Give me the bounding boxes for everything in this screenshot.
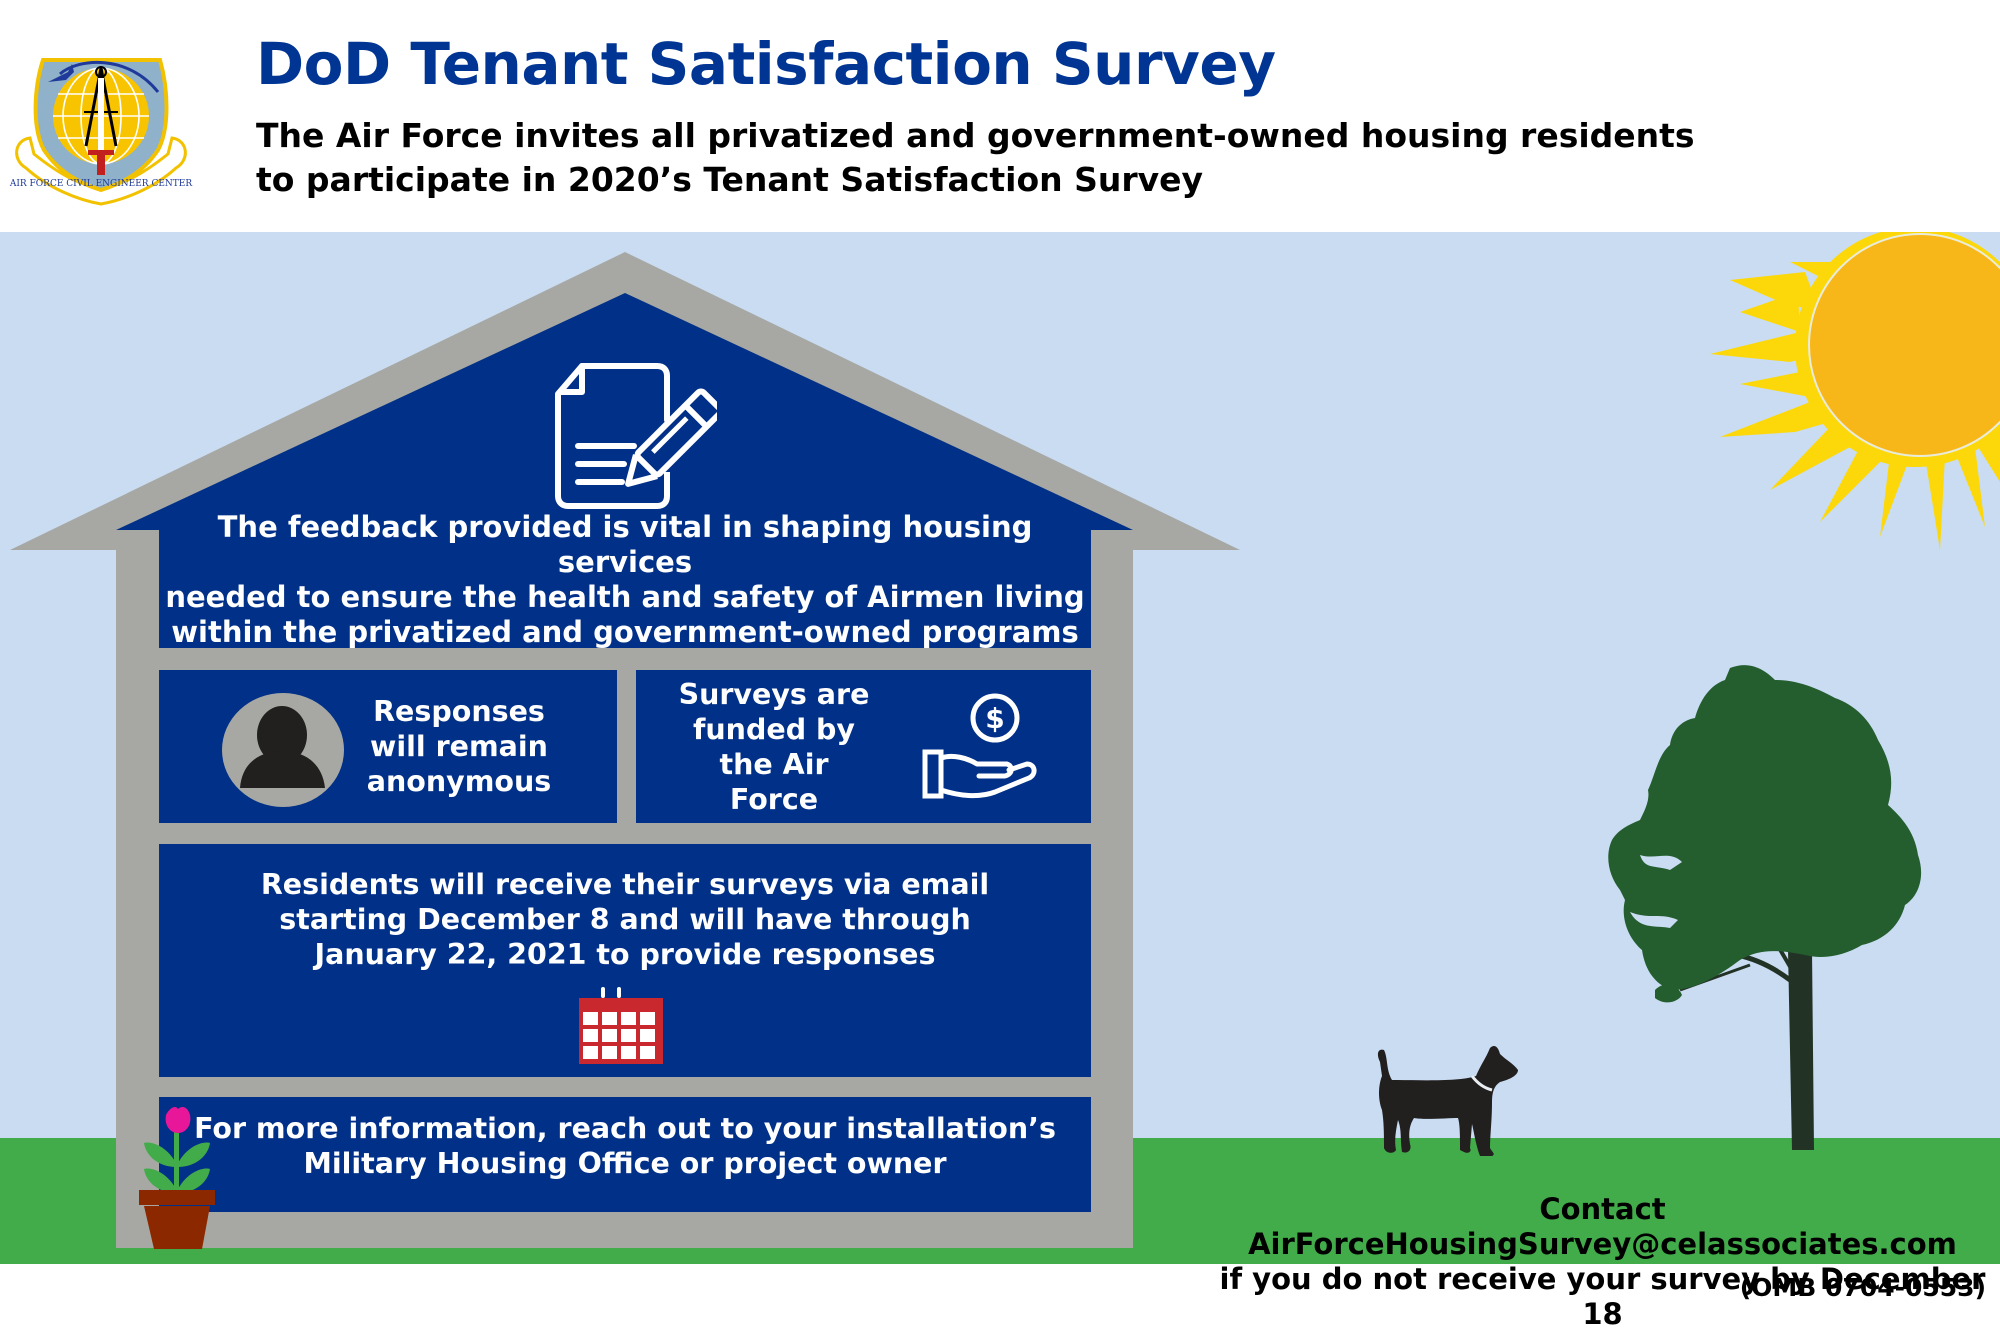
svg-text:AIR FORCE CIVIL ENGINEER CENTE: AIR FORCE CIVIL ENGINEER CENTER — [9, 179, 192, 189]
tree-icon — [1608, 665, 1922, 1150]
subtitle-line-1: The Air Force invites all privatized and… — [256, 116, 1695, 155]
roof-panel-text: The feedback provided is vital in shapin… — [165, 510, 1085, 649]
info-panel-text: For more information, reach out to your … — [194, 1112, 1056, 1180]
subtitle-line-2: to participate in 2020’s Tenant Satisfac… — [256, 160, 1204, 199]
document-pencil-icon — [555, 363, 717, 509]
anonymous-panel-text: Responses will remain anonymous — [366, 695, 552, 798]
dates-panel: Residents will receive their surveys via… — [159, 844, 1091, 1077]
calendar-icon — [579, 987, 663, 1064]
dates-panel-text: Residents will receive their surveys via… — [260, 868, 990, 971]
contact-text: Contact AirForceHousingSurvey@celassocia… — [1219, 1192, 1986, 1331]
anonymous-panel: Responses will remain anonymous — [159, 670, 617, 823]
page-subtitle: The Air Force invites all privatized and… — [256, 114, 1695, 202]
omb-number: (OMB 0704-0553) — [1739, 1273, 1986, 1302]
user-avatar-icon — [222, 693, 344, 807]
page-title: DoD Tenant Satisfaction Survey — [256, 30, 1276, 98]
dog-icon — [1377, 1046, 1518, 1156]
info-panel: For more information, reach out to your … — [159, 1097, 1091, 1212]
hand-coin-dollar-icon: $ — [922, 693, 1037, 799]
contact-message: Contact AirForceHousingSurvey@celassocia… — [1205, 1157, 2000, 1332]
afcec-logo-icon: AIR FORCE CIVIL ENGINEER CENTER — [9, 58, 192, 206]
sun-icon — [1710, 232, 2000, 550]
funded-panel-text: Surveys are funded by the Air Force — [678, 677, 870, 816]
flower-pot-icon — [139, 1107, 215, 1249]
funded-panel: Surveys are funded by the Air Force $ — [636, 670, 1091, 823]
roof-panel: The feedback provided is vital in shapin… — [159, 510, 1091, 649]
svg-text:$: $ — [985, 702, 1004, 735]
